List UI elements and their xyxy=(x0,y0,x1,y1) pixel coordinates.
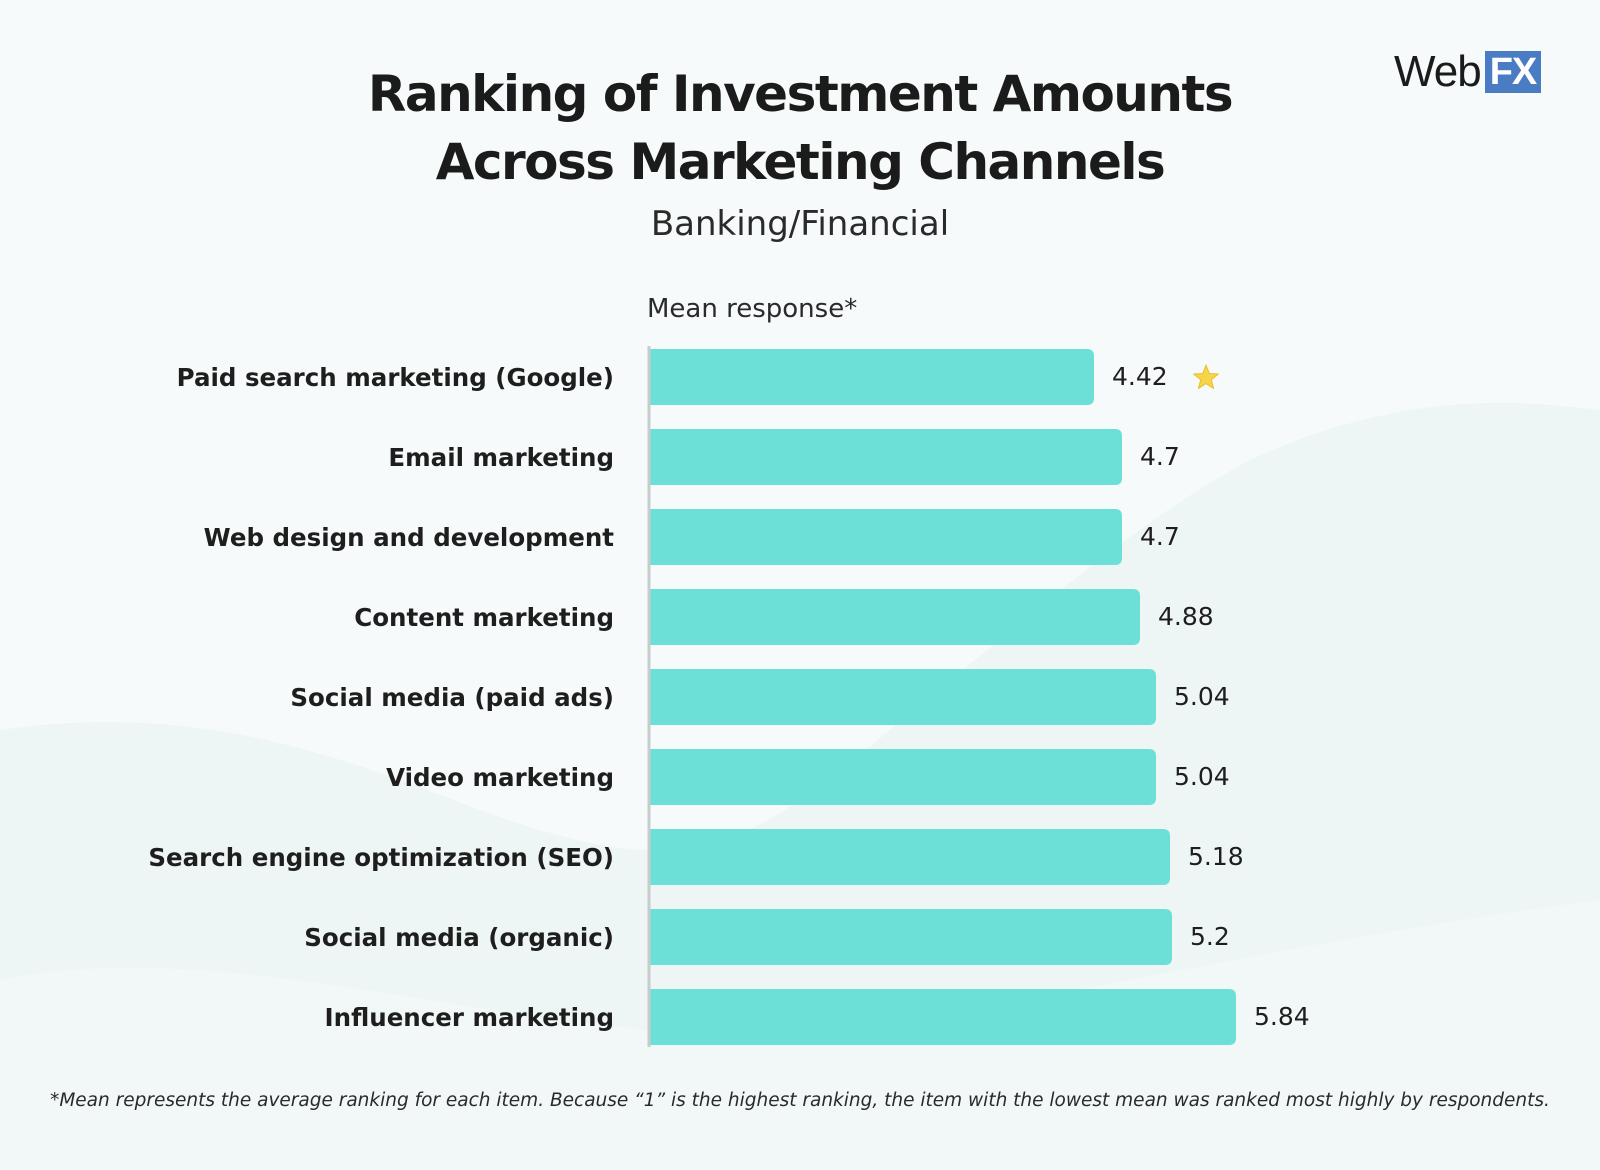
axis-title: Mean response* xyxy=(647,294,858,324)
category-label: Video marketing xyxy=(386,763,614,792)
chart-title-line-2: Across Marketing Channels xyxy=(435,133,1166,191)
value-label: 5.2 xyxy=(1190,922,1230,951)
logo-text: Web xyxy=(1394,47,1482,96)
category-label: Social media (organic) xyxy=(304,923,614,952)
category-label: Web design and development xyxy=(204,523,615,552)
chart-title: Ranking of Investment Amounts Across Mar… xyxy=(0,60,1600,196)
category-label: Email marketing xyxy=(388,443,614,472)
value-label: 5.18 xyxy=(1188,842,1244,871)
category-label: Paid search marketing (Google) xyxy=(177,363,614,392)
value-label: 4.42 xyxy=(1112,362,1168,391)
value-label: 5.04 xyxy=(1174,682,1230,711)
bar xyxy=(649,429,1122,485)
bar xyxy=(649,989,1236,1045)
bar xyxy=(649,829,1170,885)
value-label: 5.84 xyxy=(1254,1002,1310,1031)
value-label: 4.7 xyxy=(1140,522,1180,551)
chart-title-line-1: Ranking of Investment Amounts xyxy=(367,65,1234,123)
category-label: Influencer marketing xyxy=(325,1003,614,1032)
bar xyxy=(649,589,1140,645)
bar xyxy=(649,749,1156,805)
category-label: Social media (paid ads) xyxy=(290,683,614,712)
value-label: 5.04 xyxy=(1174,762,1230,791)
value-label: 4.88 xyxy=(1158,602,1214,631)
footnote: *Mean represents the average ranking for… xyxy=(50,1090,1550,1111)
chart-subtitle: Banking/Financial xyxy=(650,204,950,244)
bar xyxy=(649,349,1094,405)
bar xyxy=(649,669,1156,725)
bar xyxy=(649,909,1172,965)
value-label: 4.7 xyxy=(1140,442,1180,471)
category-label: Search engine optimization (SEO) xyxy=(148,843,614,872)
logo-badge: FX xyxy=(1484,51,1542,93)
webfx-logo: Web FX xyxy=(1394,47,1542,96)
star-icon xyxy=(1193,364,1219,389)
category-label: Content marketing xyxy=(354,603,614,632)
bar xyxy=(649,509,1122,565)
